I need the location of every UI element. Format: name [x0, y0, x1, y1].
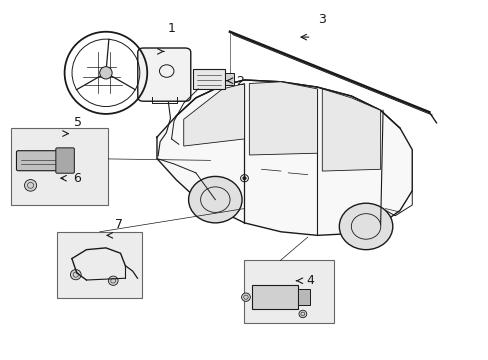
Text: 7: 7: [115, 218, 123, 231]
FancyBboxPatch shape: [138, 48, 190, 101]
Ellipse shape: [241, 293, 250, 301]
Ellipse shape: [70, 270, 81, 280]
Text: 2: 2: [235, 75, 243, 88]
Ellipse shape: [339, 203, 392, 249]
Ellipse shape: [188, 176, 242, 223]
Text: 6: 6: [73, 172, 81, 185]
Text: 1: 1: [167, 22, 175, 35]
Bar: [251, 285, 297, 309]
Polygon shape: [249, 82, 317, 155]
Bar: [297, 289, 309, 305]
Bar: [193, 69, 224, 89]
Polygon shape: [183, 84, 244, 146]
Bar: [224, 73, 233, 85]
Ellipse shape: [100, 67, 112, 79]
Ellipse shape: [298, 310, 306, 318]
Text: 4: 4: [305, 274, 313, 287]
Polygon shape: [157, 80, 411, 235]
Bar: [57, 232, 142, 298]
Bar: [11, 128, 108, 205]
Ellipse shape: [108, 276, 118, 285]
Ellipse shape: [24, 180, 37, 191]
FancyBboxPatch shape: [17, 151, 66, 171]
Ellipse shape: [243, 177, 245, 180]
Text: 5: 5: [74, 116, 82, 129]
Polygon shape: [322, 89, 380, 171]
Text: 3: 3: [318, 13, 325, 26]
Bar: [244, 260, 334, 323]
FancyBboxPatch shape: [56, 148, 74, 173]
